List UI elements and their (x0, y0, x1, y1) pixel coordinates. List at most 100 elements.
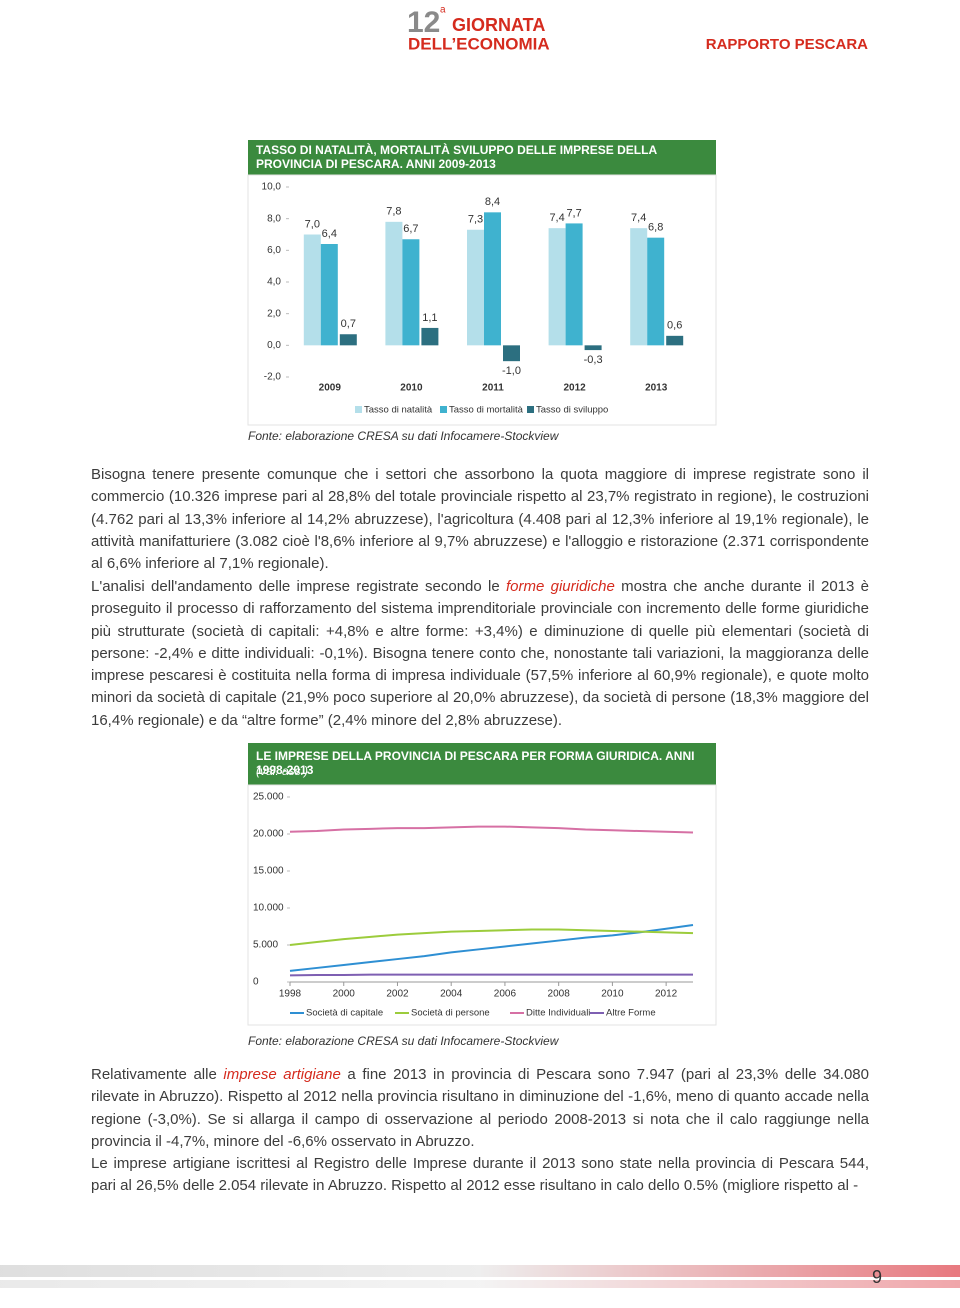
bar (402, 239, 420, 346)
legend-label: Ditte Individuali (526, 1008, 590, 1019)
chart-source: Fonte: elaborazione CRESA su dati Infoca… (248, 429, 559, 443)
paragraph: L'analisi dell'andamento delle imprese r… (91, 576, 869, 732)
value-label: -0,3 (584, 354, 603, 366)
value-label: 8,4 (485, 196, 500, 208)
value-label: 0,7 (341, 318, 356, 330)
value-label: 7,4 (549, 212, 564, 224)
series-line (289, 924, 694, 972)
y-tick-label: 10.000 (253, 903, 284, 914)
paragraph: Relativamente alle imprese artigiane a f… (91, 1064, 869, 1153)
y-tick-label: 6,0 (267, 245, 281, 256)
legend-label: Tasso di sviluppo (536, 405, 608, 416)
bar (339, 334, 357, 346)
bar (421, 327, 439, 346)
legend-label: Società di persone (411, 1008, 490, 1019)
y-tick-label: 8,0 (267, 213, 281, 224)
y-tick-label: 15.000 (253, 866, 284, 877)
value-label: 7,0 (305, 218, 320, 230)
series-line (289, 928, 694, 946)
bar (584, 345, 602, 351)
report-title: RAPPORTO PESCARA (706, 36, 868, 53)
text-run: L'analisi dell'andamento delle imprese r… (91, 578, 506, 595)
value-label: 6,7 (403, 223, 418, 235)
legend-label: Altre Forme (606, 1008, 656, 1019)
text-run: Relativamente alle (91, 1066, 224, 1083)
y-tick-label: 10,0 (262, 182, 282, 193)
legend-swatch (440, 406, 447, 413)
page-number: 9 (872, 1267, 882, 1287)
x-tick-label: 1998 (279, 989, 302, 1000)
footer-stripe (0, 1265, 960, 1277)
value-label: 7,4 (631, 212, 646, 224)
y-tick-label: 0,0 (267, 340, 281, 351)
legend-label: Tasso di natalità (364, 405, 433, 416)
x-tick-label: 2010 (601, 989, 624, 1000)
x-tick-label: 2000 (333, 989, 356, 1000)
value-label: 7,8 (386, 206, 401, 218)
bar (666, 335, 684, 346)
series-line (289, 825, 694, 834)
value-label: -1,0 (502, 365, 521, 377)
x-tick-label: 2002 (386, 989, 409, 1000)
text-run: Le imprese artigiane iscrittesi al Regis… (91, 1155, 869, 1195)
x-tick-label: 2009 (319, 383, 342, 394)
chart-subtitle: (val. ass.) (256, 764, 309, 778)
x-tick-label: 2006 (494, 989, 517, 1000)
x-tick-label: 2010 (400, 383, 423, 394)
x-tick-label: 2011 (482, 383, 504, 394)
logo-superscript: a (440, 5, 446, 16)
bar (630, 228, 648, 346)
chart-header (248, 140, 716, 175)
text-run: Bisogna tenere presente comunque che i s… (91, 466, 869, 573)
legend-swatch (355, 406, 362, 413)
chart-header (248, 743, 716, 785)
value-label: 7,3 (468, 214, 483, 226)
legend-swatch (527, 406, 534, 413)
text-run: mostra che anche durante il 2013 è prose… (91, 578, 869, 729)
value-label: 7,7 (566, 207, 581, 219)
value-label: 1,1 (422, 312, 437, 324)
y-tick-label: -2,0 (264, 372, 282, 383)
chart-title: LE IMPRESE DELLA PROVINCIA DI PESCARA PE… (256, 749, 695, 777)
bar (320, 244, 338, 346)
bar (385, 221, 403, 346)
x-tick-label: 2012 (655, 989, 678, 1000)
y-tick-label: 5.000 (253, 940, 278, 951)
bar (565, 223, 583, 346)
value-label: 6,8 (648, 222, 663, 234)
bar (467, 229, 484, 346)
y-tick-label: 0 (253, 977, 259, 988)
x-tick-label: 2004 (440, 989, 463, 1000)
paragraph: Le imprese artigiane iscrittesi al Regis… (91, 1153, 869, 1198)
bar (484, 212, 501, 346)
bar (303, 234, 321, 346)
emphasis: forme giuridiche (505, 578, 615, 595)
paragraph: Bisogna tenere presente comunque che i s… (91, 464, 869, 575)
logo-line: GIORNATA (452, 15, 545, 35)
logo-number: 12 (407, 6, 440, 39)
bar (503, 345, 520, 362)
chart-title: TASSO DI NATALITÀ, MORTALITÀ SVILUPPO DE… (256, 143, 657, 171)
logo-line: DELL’ECONOMIA (408, 34, 550, 53)
footer-stripe (0, 1280, 960, 1288)
legend-label: Società di capitale (306, 1008, 383, 1019)
x-tick-label: 2013 (645, 383, 668, 394)
bar (548, 228, 566, 346)
bar (647, 237, 665, 346)
chart-frame (247, 174, 717, 426)
legend-label: Tasso di mortalità (449, 405, 524, 416)
x-tick-label: 2012 (563, 383, 586, 394)
y-tick-label: 25.000 (253, 792, 284, 803)
text-run: a fine 2013 in provincia di Pescara sono… (91, 1066, 869, 1150)
chart-frame (247, 784, 717, 1026)
value-label: 6,4 (322, 228, 337, 240)
x-tick-label: 2008 (548, 989, 571, 1000)
chart-source: Fonte: elaborazione CRESA su dati Infoca… (248, 1034, 559, 1048)
emphasis: imprese artigiane (223, 1066, 341, 1083)
y-tick-label: 4,0 (267, 277, 281, 288)
y-tick-label: 2,0 (267, 308, 281, 319)
series-line (289, 973, 693, 977)
